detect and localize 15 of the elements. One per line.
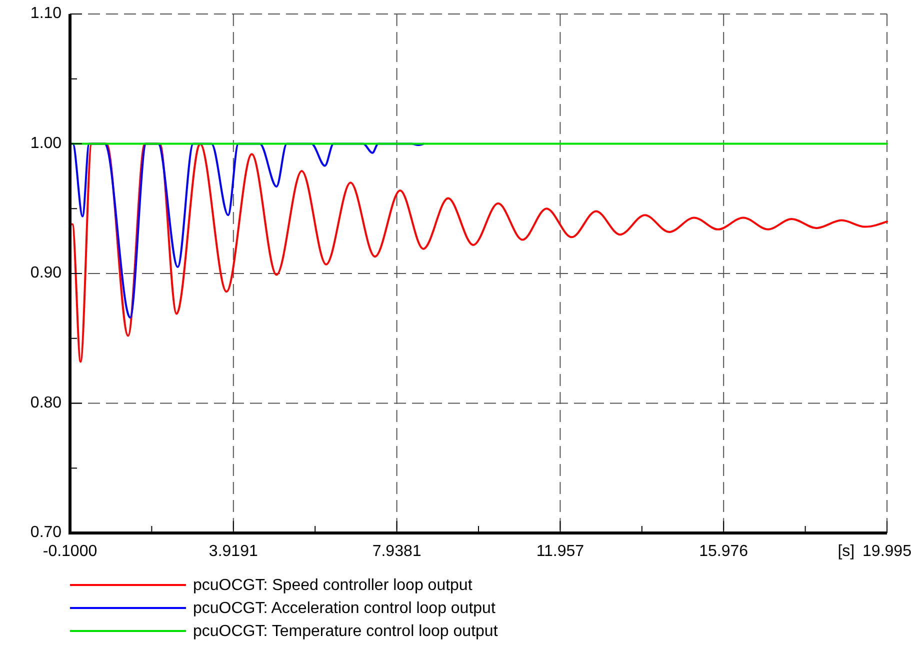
y-tick-label: 0.80	[30, 394, 62, 412]
y-tick-label: 1.00	[30, 134, 62, 152]
x-tick-label: 19.995	[862, 543, 911, 560]
y-tick-label: 0.90	[30, 264, 62, 282]
y-tick-label: 0.70	[30, 524, 62, 541]
x-tick-label: 11.957	[536, 543, 584, 560]
legend-label: pcuOCGT: Acceleration control loop output	[193, 600, 496, 617]
legend-label: pcuOCGT: Speed controller loop output	[193, 577, 473, 594]
x-tick-label: 3.9191	[208, 543, 258, 560]
x-axis-title: [s]	[838, 543, 855, 560]
y-tick-label: 1.10	[30, 5, 62, 22]
x-tick-label: 7.9381	[372, 543, 422, 560]
legend-label: pcuOCGT: Temperature control loop output	[193, 623, 498, 640]
x-tick-label: 15.976	[699, 543, 748, 560]
x-tick-label: -0.1000	[42, 543, 98, 560]
